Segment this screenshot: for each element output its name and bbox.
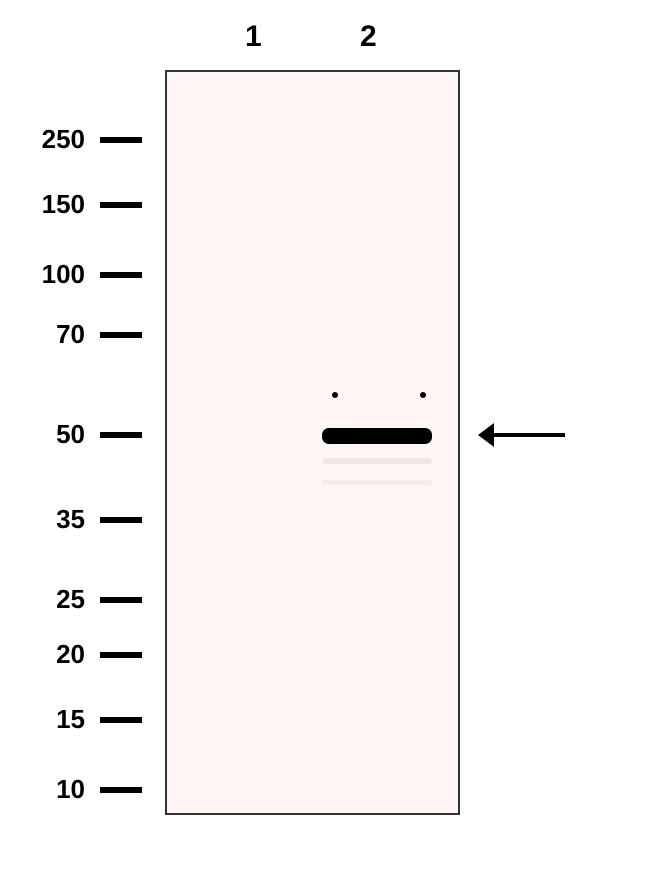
mw-label-5: 35: [5, 504, 85, 535]
band-lane2-faint-1: [322, 458, 432, 464]
mw-label-8: 15: [5, 704, 85, 735]
band-lane2-faint-2: [322, 480, 432, 485]
blot-figure: { "canvas": { "width": 650, "height": 87…: [0, 0, 650, 870]
mw-label-0: 250: [5, 124, 85, 155]
arrow-shaft: [490, 433, 565, 437]
mw-label-7: 20: [5, 639, 85, 670]
mw-label-1: 150: [5, 189, 85, 220]
mw-tick-4: [100, 432, 142, 438]
lane-label-1: 1: [245, 20, 262, 54]
band-lane2-primary: [322, 428, 432, 444]
mw-tick-5: [100, 517, 142, 523]
dot-1: [332, 392, 338, 398]
mw-tick-8: [100, 717, 142, 723]
mw-tick-9: [100, 787, 142, 793]
mw-tick-0: [100, 137, 142, 143]
mw-tick-1: [100, 202, 142, 208]
arrow-head-icon: [478, 423, 494, 447]
mw-tick-2: [100, 272, 142, 278]
mw-label-4: 50: [5, 419, 85, 450]
mw-tick-6: [100, 597, 142, 603]
lane-label-2: 2: [360, 20, 377, 54]
mw-label-3: 70: [5, 319, 85, 350]
mw-label-9: 10: [5, 774, 85, 805]
mw-tick-7: [100, 652, 142, 658]
mw-label-6: 25: [5, 584, 85, 615]
dot-2: [420, 392, 426, 398]
mw-label-2: 100: [5, 259, 85, 290]
mw-tick-3: [100, 332, 142, 338]
